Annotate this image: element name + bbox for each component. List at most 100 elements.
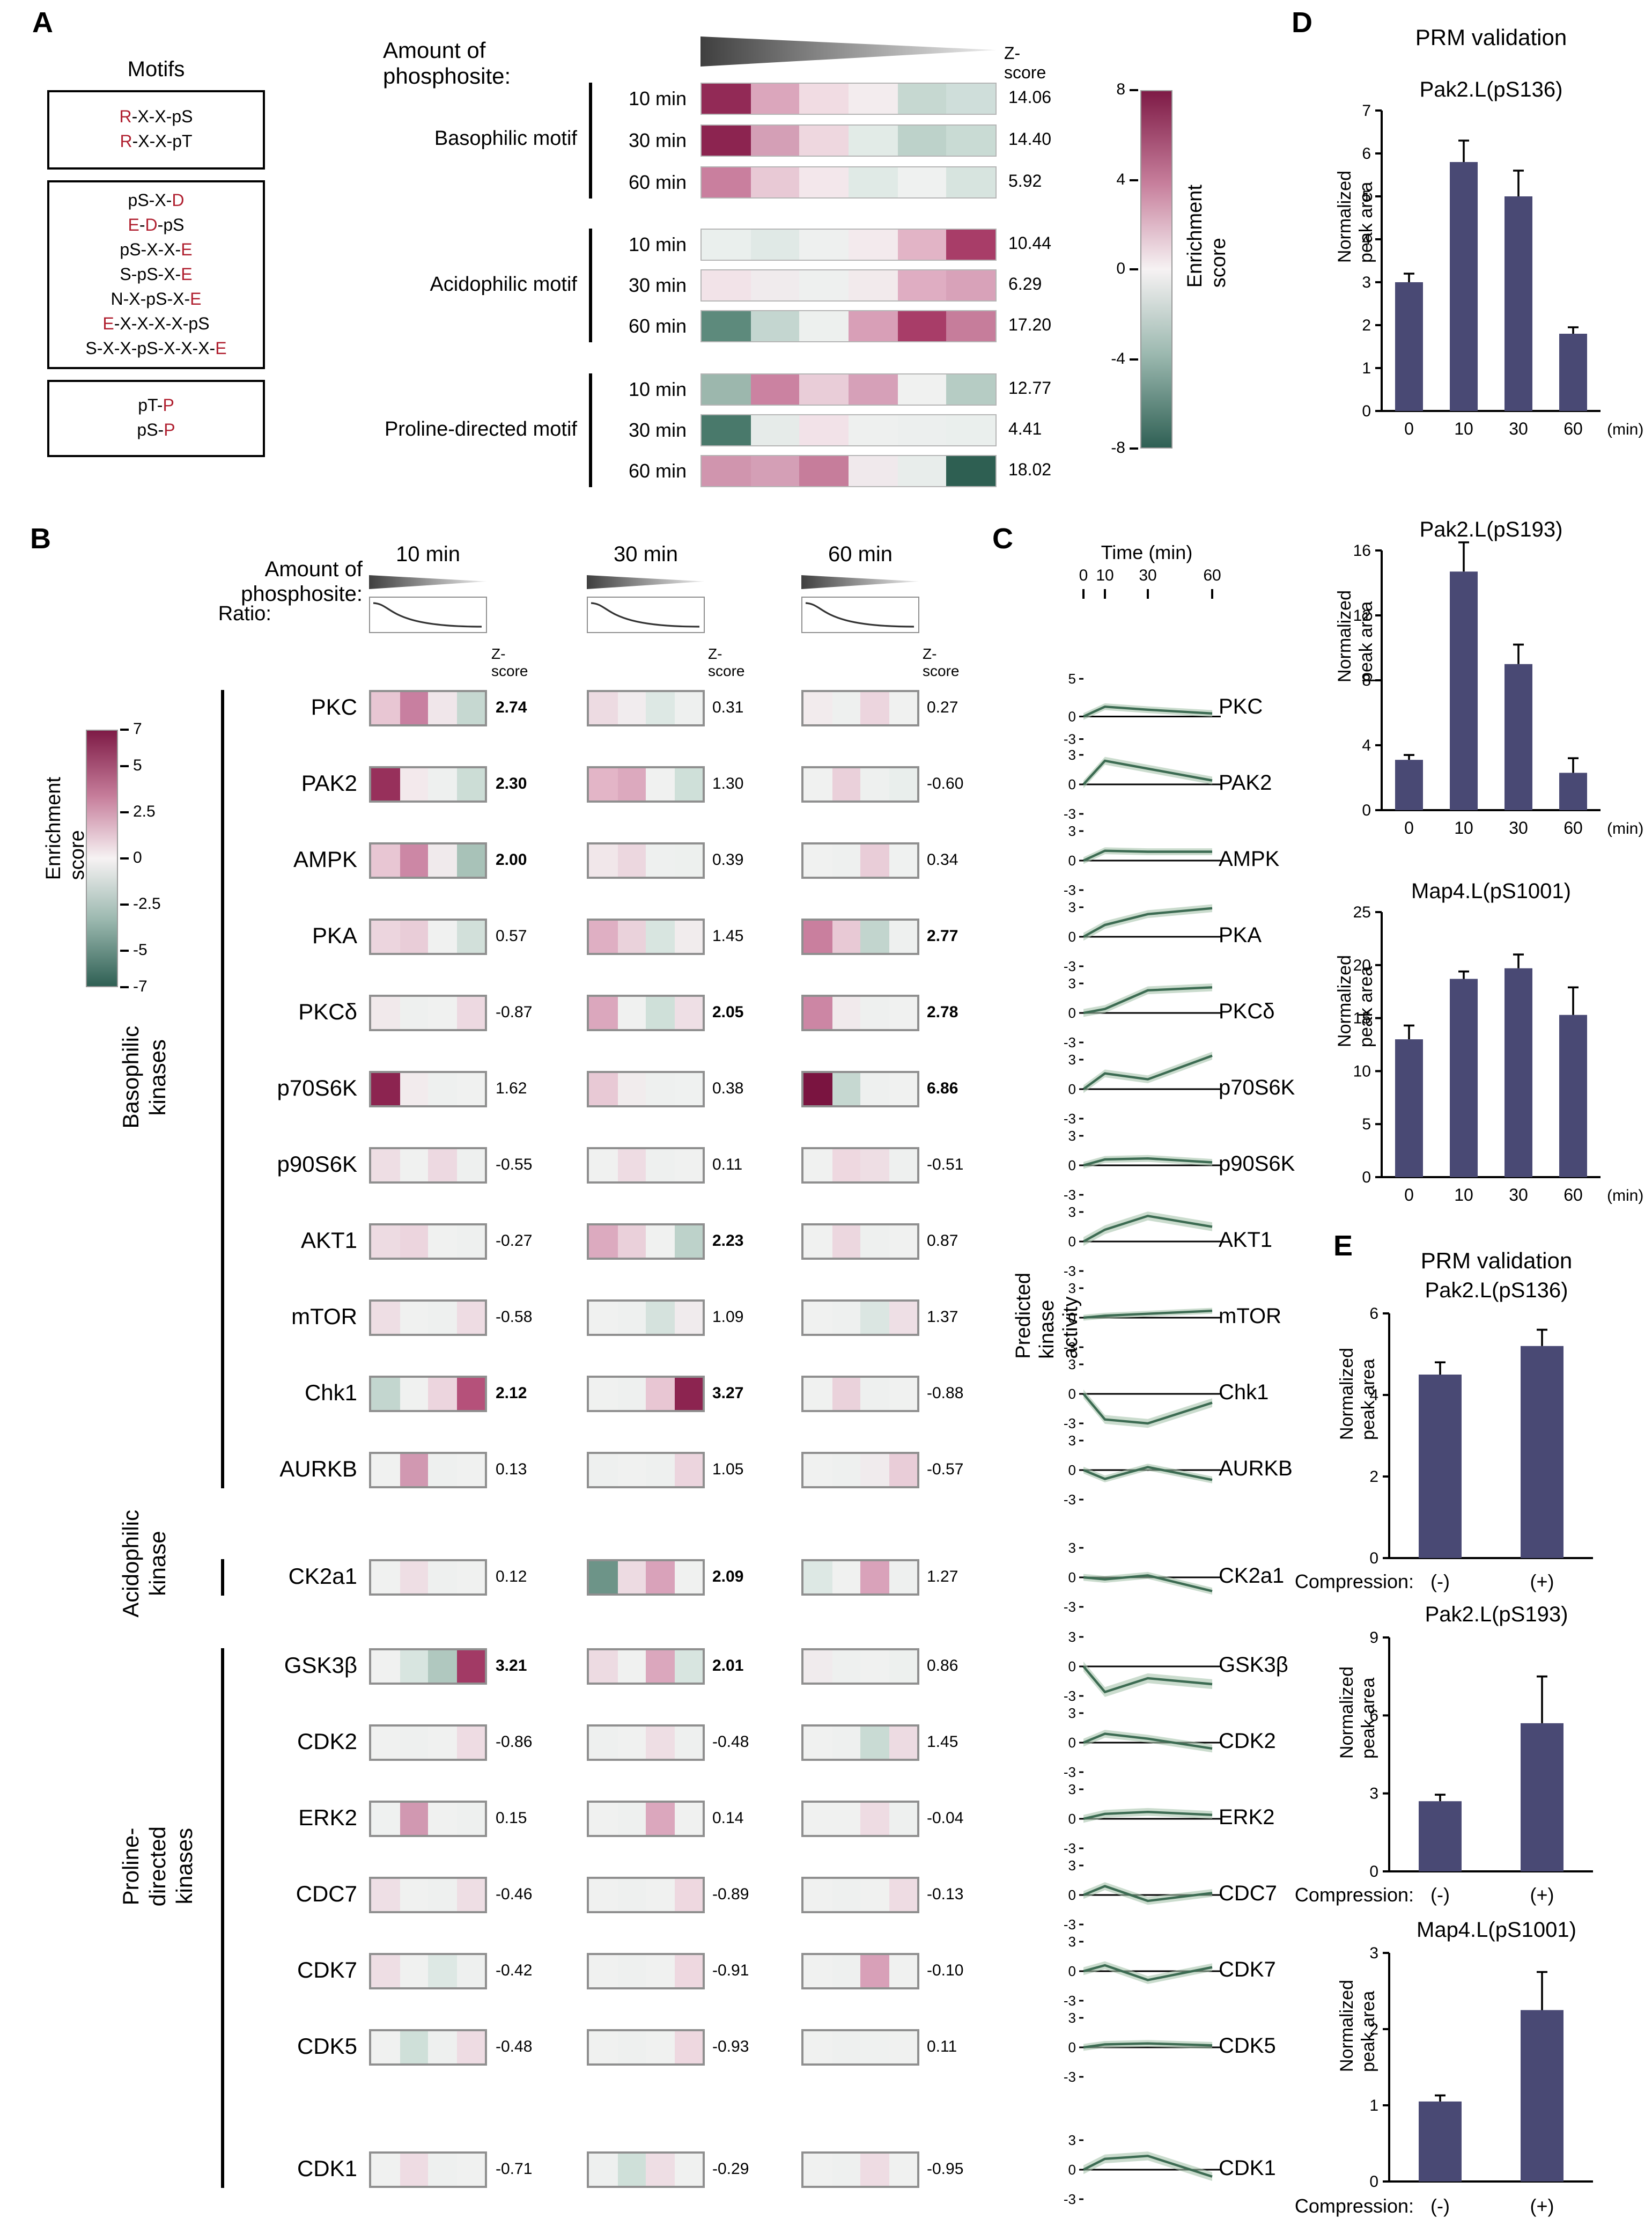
bar: [1559, 1015, 1587, 1177]
y-tick-label: -3: [1064, 1599, 1076, 1615]
heatmap-cell: [674, 1803, 703, 1835]
zscore-value: 0.87: [927, 1232, 958, 1250]
heatmap-cell: [589, 1955, 617, 1987]
x-tick-label: 60: [1564, 818, 1583, 838]
colorbar-tick-label: -2.5: [133, 894, 161, 913]
heatmap-cell: [646, 1225, 674, 1258]
heatmap-cell: [803, 844, 832, 877]
kinase-activity-label: PKC: [1219, 695, 1263, 719]
y-tick-label: 3: [1369, 1785, 1378, 1803]
bar: [1395, 282, 1423, 411]
y-tick-label: 0: [1068, 1462, 1076, 1478]
heatmap-cell: [897, 270, 947, 300]
kinase-heatmap-strip: [587, 2151, 705, 2188]
heatmap-cell: [946, 374, 996, 405]
column-time-header: 30 min: [613, 543, 678, 567]
bar-chart-svg: 0 2 4 6: [1369, 1305, 1593, 1567]
motifs-title: Motifs: [127, 58, 185, 82]
kinase-activity-plot: 3 0 -3: [1051, 1355, 1234, 1433]
heatmap-cell: [889, 1879, 917, 1911]
y-tick-label: 0: [1068, 853, 1076, 869]
motif-line: pS-X-D: [128, 192, 185, 210]
heatmap-cell: [832, 1378, 860, 1410]
kinase-heatmap-strip: [587, 1953, 705, 1989]
ratio-curve: [591, 602, 700, 628]
zscore-value: 10.44: [1008, 235, 1052, 253]
y-tick-label: 0: [1068, 2162, 1076, 2178]
kinase-activity-svg: 3 0 -3: [1064, 2132, 1221, 2207]
x-unit-label: (min): [1607, 1187, 1643, 1204]
time-tick-mark: [1211, 589, 1213, 599]
heatmap-cell: [617, 1955, 646, 1987]
heatmap-cell: [799, 84, 849, 114]
compression-category: (-): [1430, 1571, 1450, 1592]
y-tick-label: 3: [1068, 1356, 1076, 1372]
y-tick-label: 0: [1068, 708, 1076, 724]
colorbar-tick-label: 0: [1116, 260, 1125, 278]
kinase-label: CDK5: [297, 2034, 357, 2059]
bar: [1521, 1723, 1564, 1871]
kinase-heatmap-strip: [369, 842, 487, 879]
zscore-value: -0.71: [496, 2160, 533, 2178]
heatmap-cell: [456, 1879, 485, 1911]
zscore-value: -0.27: [496, 1232, 533, 1250]
colorbar-tick-label: -5: [133, 941, 148, 959]
y-tick-label: 0: [1068, 1811, 1076, 1827]
heatmap-cell: [860, 1727, 889, 1759]
motif-box: R-X-X-pS R-X-X-pT: [47, 90, 265, 170]
x-tick-label: 0: [1404, 818, 1414, 838]
zscore-value: -0.48: [496, 2038, 533, 2056]
kinase-activity-plot: 3 0 -3: [1051, 1127, 1234, 1204]
y-tick-label: 0: [1068, 1233, 1076, 1250]
time-tick-label: 10: [1096, 567, 1114, 585]
heatmap-cell: [371, 1073, 400, 1105]
zscore-value: -0.29: [712, 2160, 749, 2178]
y-tick-label: 6: [1362, 145, 1371, 163]
heatmap-cell: [589, 692, 617, 724]
motif-heatmap-strip: [700, 414, 997, 446]
heatmap-cell: [803, 1378, 832, 1410]
colorbar-tick-label: -8: [1111, 439, 1125, 457]
motif-heatmap-strip: [700, 455, 997, 487]
kinase-activity-plot: 3 0 -3: [1051, 898, 1234, 975]
zscore-value: 0.15: [496, 1809, 527, 1827]
zscore-value: 4.41: [1008, 421, 1042, 439]
x-unit-label: (min): [1607, 820, 1643, 838]
heatmap-cell: [674, 1955, 703, 1987]
kinase-heatmap-strip: [369, 1452, 487, 1488]
heatmap-cell: [674, 1302, 703, 1334]
heatmap-cell: [617, 997, 646, 1029]
heatmap-cell: [674, 1454, 703, 1486]
motif-heatmap-strip: [700, 373, 997, 406]
bar: [1504, 664, 1532, 810]
colorbar-tick-mark: [120, 949, 129, 952]
y-tick-label: 10: [1353, 1062, 1371, 1080]
heatmap-cell: [646, 1302, 674, 1334]
compression-category: (-): [1430, 1884, 1450, 1906]
zscore-value: -0.42: [496, 1962, 533, 1980]
x-tick-label: 30: [1509, 419, 1528, 438]
heatmap-cell: [428, 921, 456, 953]
confidence-band: [1083, 847, 1212, 864]
zscore-value: 0.12: [496, 1568, 527, 1586]
zscore-value: 1.62: [496, 1079, 527, 1098]
y-tick-label: 3: [1068, 1705, 1076, 1721]
heatmap-cell: [400, 1727, 428, 1759]
heatmap-cell: [617, 1454, 646, 1486]
bar-chart: 0 3 6 9: [1341, 1629, 1652, 1881]
heatmap-cell: [897, 415, 947, 445]
kinase-heatmap-strip: [369, 2029, 487, 2066]
confidence-band: [1083, 983, 1212, 1017]
red-residue: P: [164, 422, 175, 440]
y-tick-label: -3: [1064, 882, 1076, 898]
colorbar-tick-label: -7: [133, 978, 148, 996]
kinase-activity-label: ERK2: [1219, 1806, 1275, 1830]
time-label: 60 min: [628, 460, 687, 482]
zscore-value: -0.10: [927, 1962, 964, 1980]
heatmap-cell: [897, 311, 947, 341]
heatmap-cell: [889, 1803, 917, 1835]
heatmap-cell: [750, 311, 800, 341]
y-tick-label: 3: [1068, 1540, 1076, 1556]
colorbar-tick-mark: [1130, 447, 1138, 450]
colorbar-tick-label: 5: [133, 756, 142, 775]
